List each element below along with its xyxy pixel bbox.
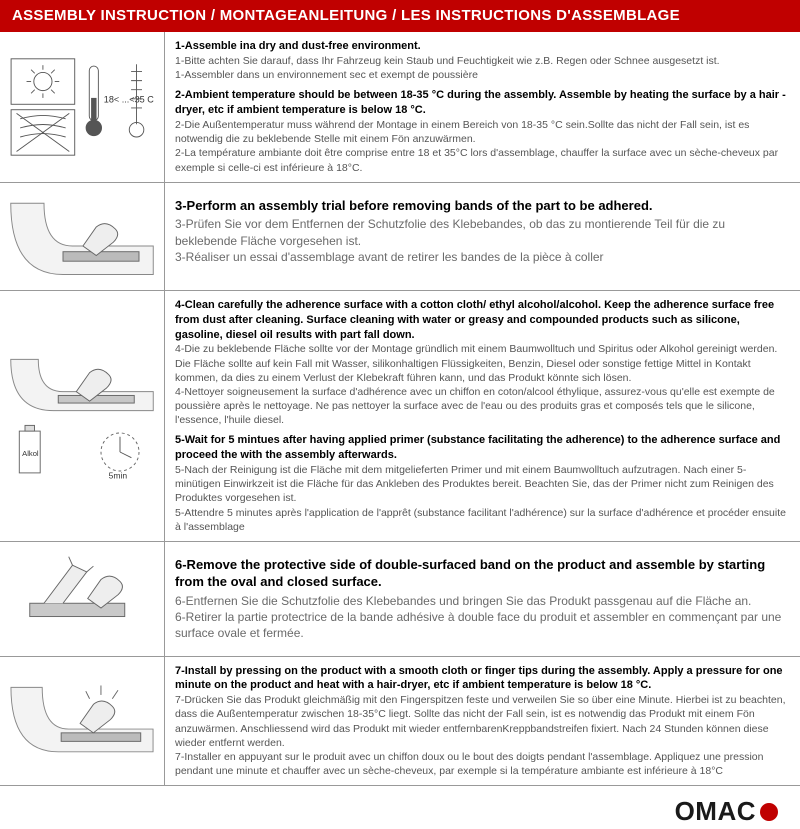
step-6-de: 6-Entfernen Sie die Schutzfolie des Kleb…	[175, 594, 751, 608]
step-1-de: 1-Bitte achten Sie darauf, dass Ihr Fahr…	[175, 55, 720, 67]
step-6-lead: 6-Remove the protective side of double-s…	[175, 556, 790, 591]
step-4-fr: 4-Nettoyer soigneusement la surface d'ad…	[175, 386, 775, 426]
instruction-text: 4-Clean carefully the adherence surface …	[165, 291, 800, 541]
illustration-conditions: 18< ...<35 C	[0, 32, 165, 182]
step-5-de: 5-Nach der Reinigung ist die Fläche mit …	[175, 464, 774, 504]
step-1-lead: 1-Assemble ina dry and dust-free environ…	[175, 40, 421, 52]
step-2-de: 2-Die Außentemperatur muss während der M…	[175, 119, 749, 145]
illustration-trial	[0, 183, 165, 290]
step-5-fr: 5-Attendre 5 minutes après l'application…	[175, 507, 786, 533]
step-4-de: 4-Die zu beklebende Fläche sollte vor de…	[175, 343, 777, 383]
instruction-row: Alkol 5min 4-Clean carefully the adheren…	[0, 291, 800, 542]
step-1-fr: 1-Assembler dans un environnement sec et…	[175, 69, 478, 81]
temp-range-label: 18< ...<35 C	[104, 94, 154, 104]
instruction-text: 7-Install by pressing on the product wit…	[165, 657, 800, 786]
instruction-text: 3-Perform an assembly trial before remov…	[165, 183, 800, 290]
instruction-row: 6-Remove the protective side of double-s…	[0, 542, 800, 657]
step-3-fr: 3-Réaliser un essai d'assemblage avant d…	[175, 250, 604, 264]
illustration-peel	[0, 542, 165, 656]
step-5-lead: 5-Wait for 5 mintues after having applie…	[175, 434, 780, 461]
step-4-lead: 4-Clean carefully the adherence surface …	[175, 299, 774, 341]
primer-label: Alkol	[22, 449, 39, 458]
step-7-de: 7-Drücken Sie das Produkt gleichmäßig mi…	[175, 694, 785, 749]
instruction-text: 1-Assemble ina dry and dust-free environ…	[165, 32, 800, 182]
brand-dot-icon	[760, 803, 778, 821]
page-title: ASSEMBLY INSTRUCTION / MONTAGEANLEITUNG …	[0, 0, 800, 32]
footer: OMAC	[0, 786, 800, 829]
wait-label: 5min	[109, 470, 128, 480]
instruction-row: 7-Install by pressing on the product wit…	[0, 657, 800, 787]
instruction-text: 6-Remove the protective side of double-s…	[165, 542, 800, 656]
illustration-press	[0, 657, 165, 786]
illustration-clean-primer: Alkol 5min	[0, 291, 165, 541]
step-3-lead: 3-Perform an assembly trial before remov…	[175, 197, 790, 215]
instruction-row: 18< ...<35 C 1-Assemble ina dry and dust…	[0, 32, 800, 183]
instruction-row: 3-Perform an assembly trial before remov…	[0, 183, 800, 291]
step-3-de: 3-Prüfen Sie vor dem Entfernen der Schut…	[175, 217, 725, 247]
step-2-lead: 2-Ambient temperature should be between …	[175, 89, 786, 116]
step-2-fr: 2-La température ambiante doit être comp…	[175, 147, 778, 173]
step-7-lead: 7-Install by pressing on the product wit…	[175, 665, 783, 692]
step-6-fr: 6-Retirer la partie protectrice de la ba…	[175, 610, 781, 640]
step-7-fr: 7-Installer en appuyant sur le produit a…	[175, 751, 763, 777]
